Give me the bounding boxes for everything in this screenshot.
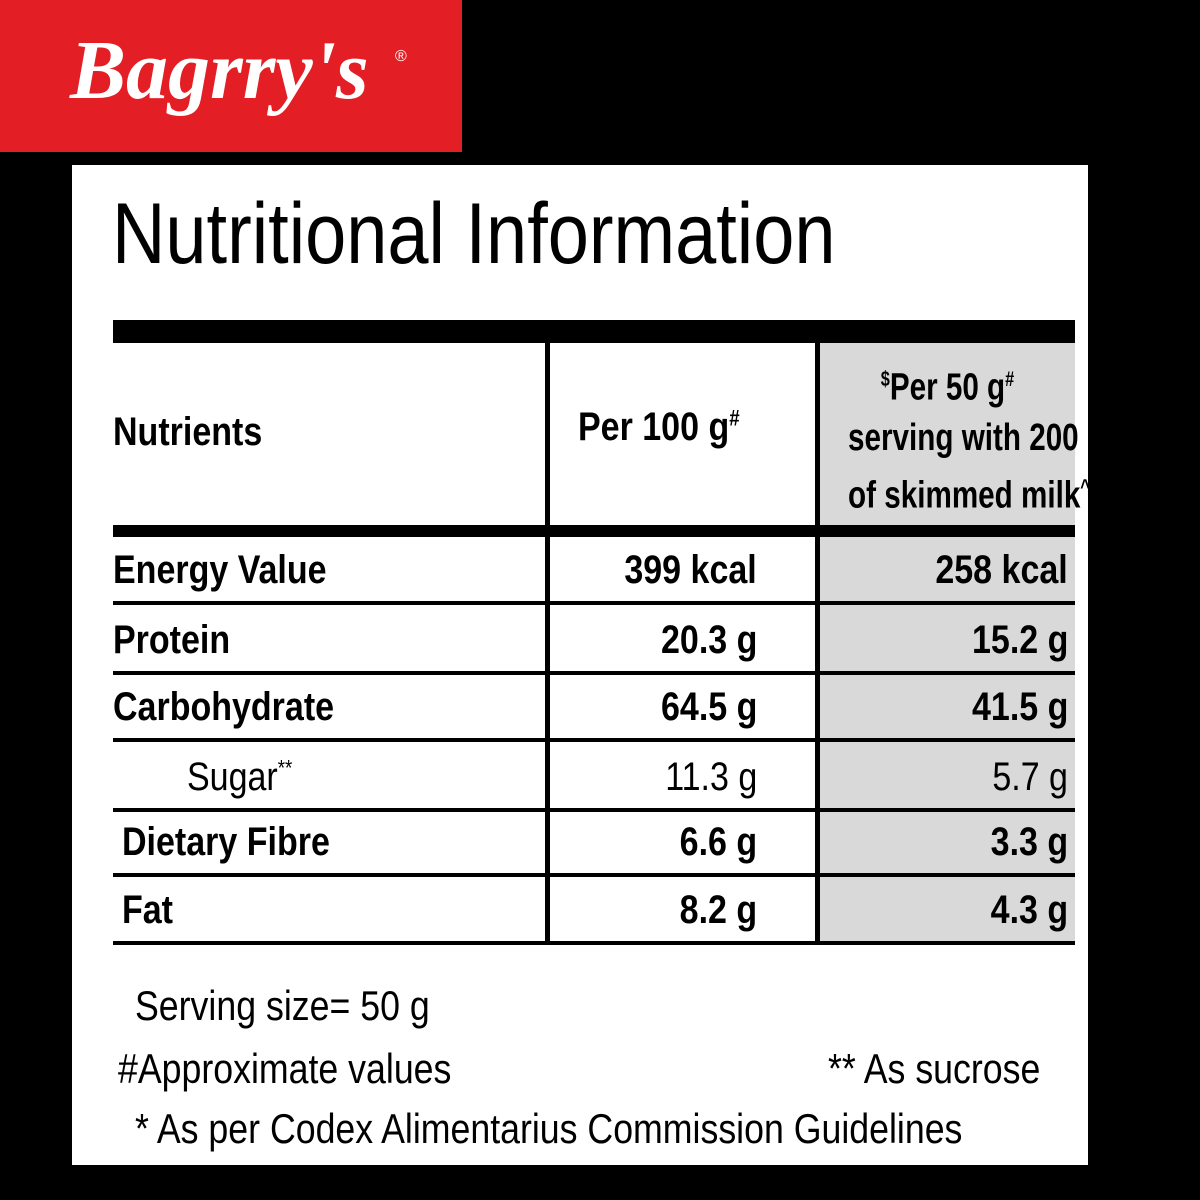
header-sup: # — [729, 405, 740, 431]
nutrient-name: Energy Value — [113, 548, 327, 592]
nutrient-name: Protein — [113, 618, 231, 662]
brand-box: Bagrry's ® — [0, 0, 462, 152]
row-rule — [113, 738, 1075, 742]
brand-mark: ® — [395, 48, 407, 65]
row-rule — [113, 808, 1075, 812]
header-per-50: $Per 50 g# serving with 200 ml of skimme… — [848, 355, 1122, 521]
value-per-50: 4.3 g — [990, 888, 1068, 932]
header-per-100: Per 100 g# — [578, 405, 740, 450]
header-sup: ^ — [1080, 475, 1090, 499]
column-divider — [815, 343, 820, 945]
value-per-100: 64.5 g — [660, 685, 757, 729]
value-per-100: 20.3 g — [660, 618, 757, 662]
header-line: of skimmed milk^ — [848, 463, 1090, 521]
header-text: Per 100 g — [578, 405, 730, 449]
header-line: serving with 200 ml — [848, 416, 1122, 459]
nutrient: Protein — [113, 618, 230, 663]
table-top-bar — [113, 320, 1075, 343]
row-rule — [113, 601, 1075, 605]
value-per-50: 41.5 g — [971, 685, 1068, 729]
footnote: ** As sucrose — [828, 1045, 1041, 1092]
brand-name: Bagrry's — [70, 24, 369, 117]
nutrient: Dietary Fibre — [122, 820, 330, 865]
nutrient-name: Sugar — [187, 755, 278, 799]
value-per-100: 6.6 g — [679, 820, 757, 864]
value-per-100: 8.2 g — [679, 888, 757, 932]
value-per-50: 3.3 g — [990, 820, 1068, 864]
nutrient: Sugar** — [187, 755, 292, 800]
footnote: Serving size= 50 g — [135, 982, 430, 1029]
nutrient: Carbohydrate — [113, 685, 334, 730]
column-divider — [545, 343, 550, 945]
header-sup: # — [1005, 368, 1015, 391]
nutrient-name: Dietary Fibre — [122, 820, 330, 864]
value-per-50: 15.2 g — [971, 618, 1068, 662]
row-rule — [113, 941, 1075, 945]
nutrient-name: Fat — [122, 888, 173, 932]
title: Nutritional Information — [112, 186, 836, 282]
nutrient: Energy Value — [113, 548, 327, 593]
row-rule — [113, 873, 1075, 877]
header-text: Per 50 g — [889, 366, 1006, 409]
value-per-50: 5.7 g — [992, 755, 1068, 799]
value-per-100: 11.3 g — [664, 755, 757, 799]
column-shade — [820, 343, 1075, 945]
nutrient-sup: ** — [277, 755, 293, 781]
header-nutrients: Nutrients — [113, 410, 263, 454]
header-text: of skimmed milk — [848, 474, 1081, 517]
value-per-100: 399 kcal — [624, 548, 757, 592]
nutrient-name: Carbohydrate — [113, 685, 335, 729]
header-sup: $ — [880, 368, 890, 391]
row-rule — [113, 671, 1075, 675]
footnote: * As per Codex Alimentarius Commission G… — [135, 1105, 963, 1152]
nutrient: Fat — [122, 888, 173, 933]
header-line: $Per 50 g# — [848, 355, 1047, 413]
footnote: #Approximate values — [118, 1045, 452, 1092]
header-rule — [113, 525, 1075, 537]
value-per-50: 258 kcal — [935, 548, 1068, 592]
